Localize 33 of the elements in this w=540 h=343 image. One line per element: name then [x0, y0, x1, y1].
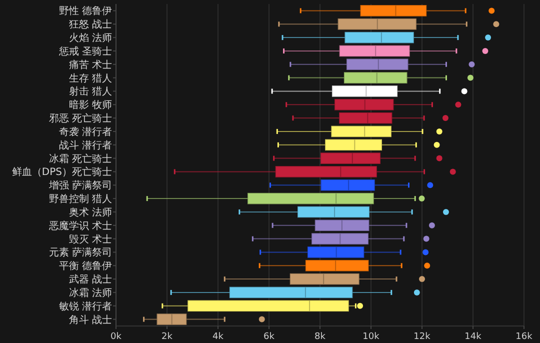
y-tick-label: 敏锐 潜行者	[58, 300, 112, 312]
y-tick-label: 奇袭 潜行者	[58, 126, 112, 138]
x-tick-label: 6k	[264, 332, 276, 342]
y-tick-label: 角斗 战士	[68, 314, 112, 326]
y-tick-label: 惩戒 圣骑士	[58, 45, 112, 58]
y-tick-label: 武器 战士	[68, 274, 112, 286]
y-tick-label: 野性 德鲁伊	[58, 5, 112, 18]
y-tick-label: 生存 猎人	[68, 72, 112, 84]
y-tick-label: 增强 萨满祭司	[48, 180, 112, 192]
x-tick-label: 14k	[464, 332, 482, 342]
x-tick-label: 2k	[162, 332, 174, 342]
x-tick-label: 16k	[516, 332, 534, 342]
y-tick-label: 冰霜 死亡骑士	[48, 152, 112, 165]
y-tick-label: 痛苦 术士	[68, 58, 112, 71]
y-tick-label: 鲜血（DPS）死亡骑士	[12, 166, 112, 178]
x-tick-label: 8k	[314, 332, 326, 342]
y-tick-label: 平衡 德鲁伊	[58, 260, 112, 272]
y-tick-label: 野兽控制 猎人	[48, 193, 112, 206]
y-tick-label: 射击 猎人	[68, 86, 112, 98]
y-tick-label: 毁灭 术士	[68, 233, 112, 246]
y-tick-label: 狂怒 战士	[68, 18, 112, 31]
y-tick-label: 邪恶 死亡骑士	[48, 112, 112, 125]
x-tick-label: 4k	[212, 332, 224, 342]
y-tick-label: 恶魔学识 术士	[48, 220, 112, 232]
y-tick-label: 元素 萨满祭司	[48, 246, 112, 259]
x-tick-label: 10k	[362, 332, 380, 342]
x-tick-label: 0k	[110, 332, 122, 342]
x-tick-label: 12k	[414, 332, 432, 342]
y-tick-label: 火焰 法师	[68, 32, 112, 44]
y-tick-label: 暗影 牧师	[68, 99, 112, 112]
y-tick-label: 奥术 法师	[68, 206, 112, 218]
y-tick-label: 战斗 潜行者	[58, 139, 112, 152]
y-tick-label: 冰霜 法师	[68, 286, 112, 299]
